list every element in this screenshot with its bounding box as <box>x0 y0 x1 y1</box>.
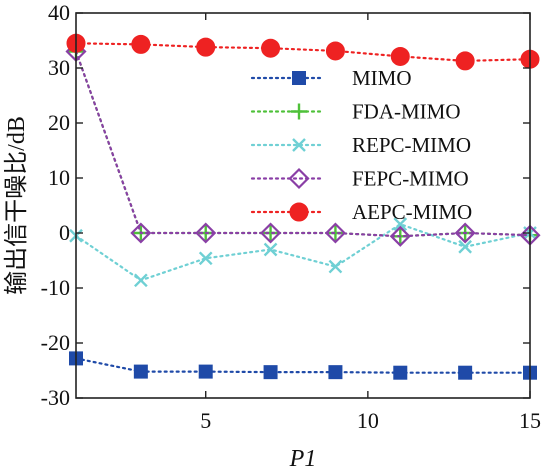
legend-marker-mimo <box>292 71 306 85</box>
data-point-repc-mimo-3 <box>263 242 278 257</box>
data-point-mimo-3 <box>263 365 278 380</box>
series-line-repc-mimo <box>74 222 532 282</box>
y-tick-label: -20 <box>41 330 70 355</box>
data-point-repc-mimo-6 <box>458 239 472 254</box>
series-line-aepc-mimo <box>74 42 532 63</box>
data-point-aepc-mimo-5 <box>390 46 410 66</box>
y-tick-label: 30 <box>48 55 70 80</box>
x-tick-label: 15 <box>519 408 541 433</box>
data-point-mimo-2 <box>198 364 213 379</box>
data-point-aepc-mimo-6 <box>455 51 475 71</box>
x-tick-label: 10 <box>357 408 379 433</box>
data-point-mimo-6 <box>458 365 473 380</box>
legend-marker-fda-mimo <box>291 103 307 120</box>
data-point-aepc-mimo-4 <box>325 41 345 61</box>
legend-label-fepc-mimo: FEPC-MIMO <box>352 167 469 191</box>
data-point-mimo-1 <box>133 364 148 379</box>
data-point-fepc-mimo-2 <box>195 222 217 244</box>
data-point-repc-mimo-5 <box>393 217 408 232</box>
data-point-aepc-mimo-2 <box>196 37 216 57</box>
y-tick-label: 20 <box>48 110 70 135</box>
data-point-fda-mimo-3 <box>262 225 279 241</box>
series-line-mimo <box>74 357 532 374</box>
data-point-aepc-mimo-1 <box>131 34 151 54</box>
legend-label-mimo: MIMO <box>352 66 412 90</box>
legend-marker-aepc-mimo <box>289 202 309 222</box>
data-point-repc-mimo-2 <box>198 251 213 266</box>
data-point-repc-mimo-4 <box>328 259 343 274</box>
data-point-fepc-mimo-1 <box>130 222 152 244</box>
x-axis-title: P1 <box>289 446 317 472</box>
data-point-fepc-mimo-6 <box>454 222 476 244</box>
legend-label-repc-mimo: REPC-MIMO <box>352 133 471 157</box>
y-tick-label: -10 <box>41 275 70 300</box>
y-tick-label: 10 <box>48 165 70 190</box>
y-tick-label: 40 <box>48 0 70 25</box>
data-point-fepc-mimo-5 <box>389 225 411 247</box>
data-point-mimo-4 <box>328 365 343 380</box>
series-line-fepc-mimo <box>74 50 532 238</box>
legend-marker-fepc-mimo <box>288 167 310 190</box>
legend-label-aepc-mimo: AEPC-MIMO <box>352 200 472 224</box>
data-point-fepc-mimo-3 <box>260 222 282 244</box>
data-point-repc-mimo-1 <box>134 273 148 288</box>
x-tick-label: 5 <box>200 408 211 433</box>
y-tick-label: -30 <box>41 385 70 410</box>
data-point-mimo-5 <box>393 365 408 380</box>
plot-area <box>65 33 541 380</box>
y-axis-title: 输出信干噪比/dB <box>3 116 30 295</box>
y-tick-label: 0 <box>59 220 70 245</box>
plot-frame <box>75 12 531 399</box>
legend-label-fda-mimo: FDA-MIMO <box>352 100 461 124</box>
legend-marker-repc-mimo <box>292 138 306 152</box>
data-point-fepc-mimo-4 <box>324 222 346 244</box>
legend: MIMO FDA-MIMO REPC-MIMO FEPC-MIMO AEPC-MIMO <box>250 66 472 224</box>
axes: -30 -20 -10 0 10 20 30 40 5 10 15 <box>41 0 541 433</box>
data-point-aepc-mimo-3 <box>261 38 281 58</box>
